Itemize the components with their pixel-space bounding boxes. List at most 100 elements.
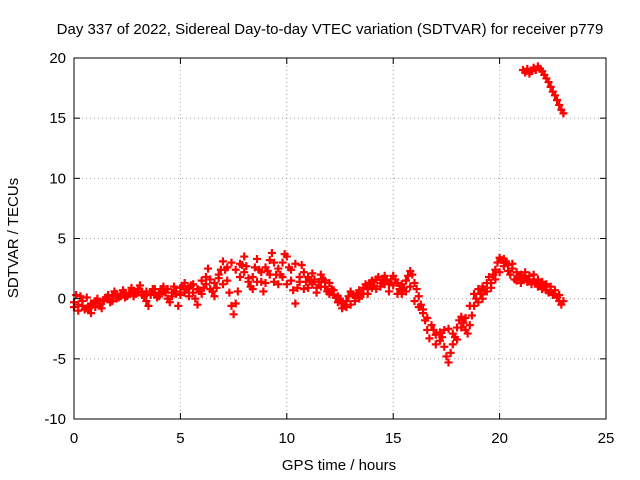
data-point xyxy=(144,301,153,310)
data-point xyxy=(516,279,525,288)
data-point xyxy=(235,259,244,268)
data-point xyxy=(555,291,564,300)
axes xyxy=(73,57,607,420)
data-point xyxy=(242,262,251,271)
data-point xyxy=(440,342,449,351)
data-point xyxy=(210,279,219,288)
data-point xyxy=(240,252,249,261)
data-point xyxy=(506,270,515,279)
data-point xyxy=(467,311,476,320)
data-point xyxy=(355,294,364,303)
data-point xyxy=(329,286,338,295)
data-point xyxy=(248,285,257,294)
data-point xyxy=(457,323,466,332)
data-point xyxy=(380,271,389,280)
data-point xyxy=(427,321,436,330)
data-point xyxy=(248,273,257,282)
data-point xyxy=(499,262,508,271)
data-point xyxy=(444,358,453,367)
data-point xyxy=(463,329,472,338)
data-point xyxy=(523,64,532,73)
data-point xyxy=(250,263,259,272)
data-point xyxy=(512,268,521,277)
data-point xyxy=(233,287,242,296)
data-point xyxy=(393,289,402,298)
data-point xyxy=(529,270,538,279)
data-point xyxy=(227,258,236,267)
data-point xyxy=(559,297,568,306)
data-point xyxy=(495,268,504,277)
data-point xyxy=(474,285,483,294)
data-point xyxy=(516,270,525,279)
data-point xyxy=(201,280,210,289)
data-point xyxy=(297,260,306,269)
data-point xyxy=(418,305,427,314)
data-point xyxy=(291,299,300,308)
data-point xyxy=(380,280,389,289)
data-point xyxy=(393,279,402,288)
data-point xyxy=(270,258,279,267)
data-point xyxy=(184,283,193,292)
data-point xyxy=(231,265,240,274)
data-point xyxy=(446,348,455,357)
data-point xyxy=(99,295,108,304)
x-tick-label: 5 xyxy=(176,430,184,447)
data-point xyxy=(550,286,559,295)
data-point xyxy=(314,277,323,286)
data-point xyxy=(555,100,564,109)
data-point xyxy=(384,287,393,296)
data-point xyxy=(78,301,87,310)
data-point xyxy=(125,289,134,298)
data-point xyxy=(95,299,104,308)
data-point xyxy=(512,276,521,285)
data-point xyxy=(97,304,106,313)
data-point xyxy=(350,292,359,301)
data-point xyxy=(538,277,547,286)
data-point xyxy=(163,285,172,294)
data-point xyxy=(474,298,483,307)
data-point xyxy=(395,285,404,294)
data-point xyxy=(493,258,502,267)
data-point xyxy=(259,287,268,296)
data-point xyxy=(229,310,238,319)
data-point xyxy=(87,299,96,308)
data-point xyxy=(333,292,342,301)
data-point xyxy=(312,288,321,297)
data-point xyxy=(146,289,155,298)
x-axis-label: GPS time / hours xyxy=(282,457,396,474)
data-point xyxy=(159,287,168,296)
data-point xyxy=(176,291,185,300)
data-point xyxy=(204,264,213,273)
data-point xyxy=(87,309,96,318)
data-point xyxy=(206,275,215,284)
data-point xyxy=(389,281,398,290)
data-point xyxy=(489,270,498,279)
data-point xyxy=(310,275,319,284)
data-point xyxy=(478,282,487,291)
data-point xyxy=(308,280,317,289)
data-point xyxy=(546,82,555,91)
data-point xyxy=(167,292,176,301)
data-point xyxy=(274,280,283,289)
data-point xyxy=(459,318,468,327)
data-point xyxy=(176,283,185,292)
data-point xyxy=(189,288,198,297)
data-point xyxy=(193,300,202,309)
data-point xyxy=(304,283,313,292)
data-point xyxy=(287,276,296,285)
data-point xyxy=(150,285,159,294)
data-point xyxy=(165,298,174,307)
data-point xyxy=(491,275,500,284)
x-tick-label: 10 xyxy=(278,430,295,447)
data-point xyxy=(265,270,274,279)
data-point xyxy=(218,280,227,289)
data-point xyxy=(372,285,381,294)
data-point xyxy=(325,279,334,288)
data-point xyxy=(321,276,330,285)
data-point xyxy=(253,254,262,263)
data-point xyxy=(465,321,474,330)
data-point xyxy=(206,285,215,294)
data-point xyxy=(444,324,453,333)
data-point xyxy=(316,282,325,291)
data-point xyxy=(138,291,147,300)
